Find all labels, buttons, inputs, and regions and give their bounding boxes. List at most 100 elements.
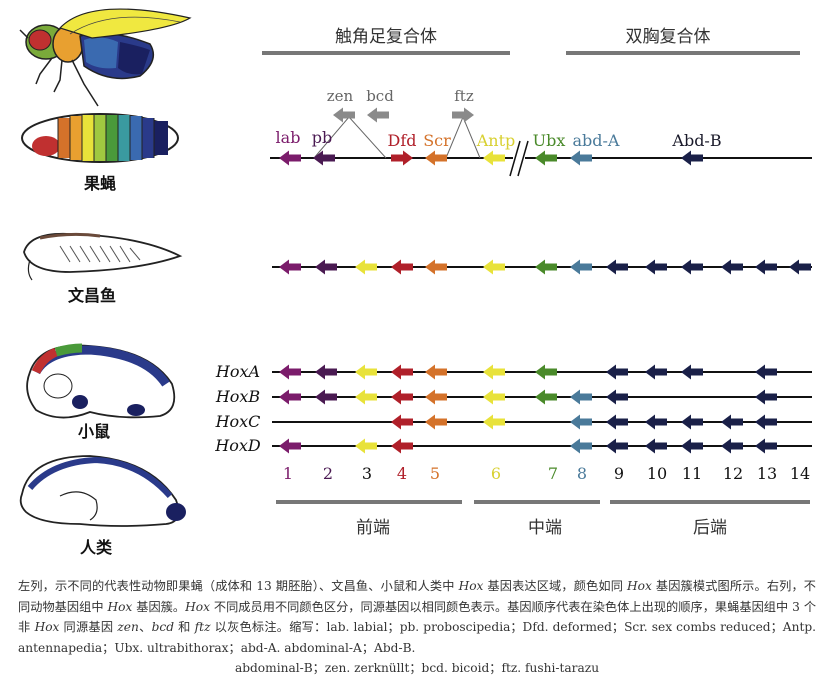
hox-cluster-diagram: 触角足复合体 双胸复合体 bbox=[19, 8, 812, 557]
gene-arrow-hoxd-1 bbox=[279, 438, 301, 454]
caption-text: 基因表达区域，颜色如同 bbox=[483, 579, 628, 593]
paralog-number-7: 7 bbox=[548, 464, 558, 483]
gene-arrow-zen bbox=[333, 107, 355, 123]
gene-arrow-hoxb-1 bbox=[279, 389, 301, 405]
caption-text: 左列，示不同的代表性动物即果蝇（成体和 13 期胚胎）、文昌鱼、小鼠和人类中 bbox=[18, 579, 459, 593]
gene-arrow-hoxa-4 bbox=[391, 364, 413, 380]
paralog-number-14: 14 bbox=[790, 464, 810, 483]
gene-arrow-hoxb-2 bbox=[315, 389, 337, 405]
gene-arrow-hoxd-13 bbox=[755, 438, 777, 454]
cluster-label-hoxa: HoxA bbox=[215, 362, 260, 381]
gene-label-zen: zen bbox=[327, 87, 354, 105]
caption-ftz: ftz bbox=[194, 620, 211, 634]
fly-nonhox-genes: zen bcd ftz bbox=[313, 87, 481, 159]
paralog-number-11: 11 bbox=[682, 464, 702, 483]
caption-text: 和 bbox=[174, 620, 195, 634]
paralog-numbers: 1 2 3 4 5 6 7 8 9 10 11 12 13 14 bbox=[283, 464, 810, 483]
gene-arrow-fly-abd-b bbox=[681, 150, 703, 166]
gene-arrow-hoxb-9 bbox=[606, 389, 628, 405]
gene-arrow-bcd bbox=[367, 107, 389, 123]
gene-arrow-hoxc-5 bbox=[425, 414, 447, 430]
paralog-number-8: 8 bbox=[577, 464, 587, 483]
gene-arrow-hoxc-6 bbox=[483, 414, 505, 430]
gene-arrow-hoxd-3 bbox=[355, 438, 377, 454]
gene-arrow-fly-abd-a bbox=[570, 150, 592, 166]
gene-arrow-amphioxus-5 bbox=[425, 259, 447, 275]
gene-arrow-hoxd-11 bbox=[681, 438, 703, 454]
gene-arrow-hoxa-6 bbox=[483, 364, 505, 380]
cluster-label-hoxc: HoxC bbox=[215, 412, 261, 431]
gene-arrow-hoxd-4 bbox=[391, 438, 413, 454]
caption-text: 基因簇。 bbox=[132, 599, 186, 614]
gene-arrow-hoxa-2 bbox=[315, 364, 337, 380]
gene-arrow-fly-lab bbox=[279, 150, 301, 166]
gene-arrow-amphioxus-4 bbox=[391, 259, 413, 275]
caption-hox: Hox bbox=[458, 579, 484, 593]
anterior-bar bbox=[276, 500, 462, 504]
gene-arrow-hoxa-7 bbox=[535, 364, 557, 380]
gene-arrow-amphioxus-1 bbox=[279, 259, 301, 275]
gene-arrow-hoxc-10 bbox=[645, 414, 667, 430]
chromosome-break-mark bbox=[517, 140, 529, 177]
anterior-label: 前端 bbox=[356, 518, 390, 538]
gene-arrow-hoxa-13 bbox=[755, 364, 777, 380]
posterior-bar bbox=[610, 500, 810, 504]
gene-arrow-hoxd-10 bbox=[645, 438, 667, 454]
gene-arrow-hoxc-13 bbox=[755, 414, 777, 430]
gene-arrow-hoxc-4 bbox=[391, 414, 413, 430]
gene-arrow-hoxc-12 bbox=[721, 414, 743, 430]
gene-arrow-hoxa-3 bbox=[355, 364, 377, 380]
gene-arrow-hoxb-5 bbox=[425, 389, 447, 405]
caption-hox: Hox bbox=[34, 620, 60, 634]
gene-label-lab: lab bbox=[276, 128, 301, 147]
paralog-number-3: 3 bbox=[362, 464, 372, 483]
gene-arrows bbox=[279, 150, 811, 454]
caption-hox: Hox bbox=[185, 599, 210, 614]
gene-arrow-hoxb-4 bbox=[391, 389, 413, 405]
caption-text: 以灰色标注。缩写：lab. labial；pb. proboscipedia；D… bbox=[18, 620, 817, 655]
gene-label-dfd: Dfd bbox=[388, 131, 417, 150]
gene-arrow-amphioxus-11 bbox=[681, 259, 703, 275]
insertion-triangle bbox=[445, 115, 481, 159]
bithorax-complex-bar bbox=[566, 51, 800, 55]
bottom-groups: 前端 中端 后端 bbox=[276, 500, 810, 538]
gene-arrow-amphioxus-7 bbox=[535, 259, 557, 275]
gene-arrow-amphioxus-9 bbox=[606, 259, 628, 275]
gene-arrow-amphioxus-14 bbox=[789, 259, 811, 275]
caption-zen: zen bbox=[117, 620, 139, 634]
mouse-row-labels: HoxA HoxB HoxC HoxD bbox=[214, 362, 261, 455]
gene-label-ubx: Ubx bbox=[533, 131, 566, 150]
paralog-number-9: 9 bbox=[614, 464, 624, 483]
gene-label-pb: pb bbox=[312, 128, 332, 147]
gene-label-ftz: ftz bbox=[454, 87, 474, 105]
paralog-number-6: 6 bbox=[491, 464, 501, 483]
caption-text: 、 bbox=[138, 620, 152, 634]
animals-column: 果蝇 文昌鱼 小鼠 人类 bbox=[19, 8, 192, 557]
animal-label-human: 人类 bbox=[80, 538, 113, 557]
gene-label-antp: Antp bbox=[476, 131, 516, 150]
gene-arrow-amphioxus-12 bbox=[721, 259, 743, 275]
gene-arrow-hoxb-7 bbox=[535, 389, 557, 405]
animal-label-fly: 果蝇 bbox=[83, 174, 116, 193]
paralog-number-2: 2 bbox=[323, 464, 333, 483]
human-fetus-icon bbox=[19, 455, 186, 527]
posterior-label: 后端 bbox=[693, 518, 727, 538]
paralog-number-10: 10 bbox=[647, 464, 667, 483]
gene-arrow-amphioxus-13 bbox=[755, 259, 777, 275]
gene-arrow-fly-dfd bbox=[391, 150, 413, 166]
chromosome-break-mark bbox=[509, 140, 521, 177]
gene-arrow-fly-antp bbox=[483, 150, 505, 166]
gene-arrow-hoxa-9 bbox=[606, 364, 628, 380]
fly-embryo-icon bbox=[21, 113, 179, 163]
gene-arrow-fly-pb bbox=[313, 150, 335, 166]
caption-text: 同源基因 bbox=[59, 620, 118, 634]
caption-text: 不同成员用不同颜色区分，同源基因以相同颜色表示。基因顺序代表在染色体上出现的顺序… bbox=[18, 599, 817, 635]
gray-arrows bbox=[333, 107, 474, 123]
bithorax-complex-label: 双胸复合体 bbox=[626, 27, 711, 47]
paralog-number-13: 13 bbox=[757, 464, 777, 483]
caption-hox: Hox bbox=[627, 579, 652, 593]
gene-arrow-hoxb-3 bbox=[355, 389, 377, 405]
antennapedia-complex-label: 触角足复合体 bbox=[335, 27, 437, 47]
animal-label-amphioxus: 文昌鱼 bbox=[68, 286, 116, 305]
gene-arrow-hoxa-10 bbox=[645, 364, 667, 380]
